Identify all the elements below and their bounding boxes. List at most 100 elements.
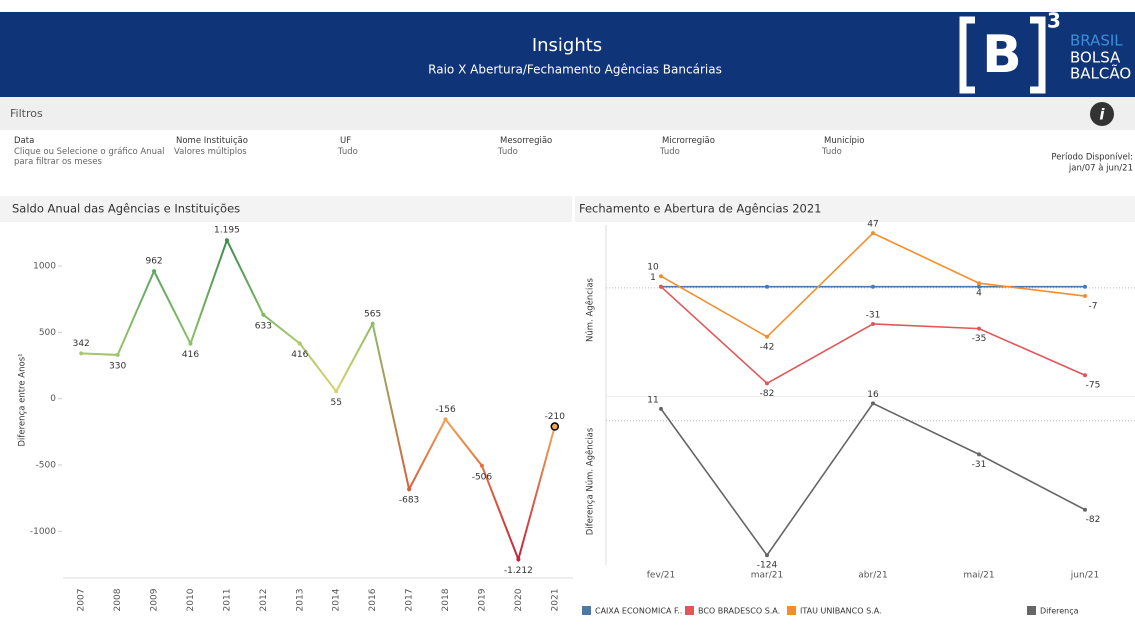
data-label: 565 (364, 309, 381, 319)
brand: BRASIL (1070, 32, 1123, 50)
point (765, 381, 769, 386)
data-label: -82 (1086, 515, 1101, 525)
filter-label: UF (340, 136, 352, 146)
point (871, 401, 875, 406)
y-axis-label: Núm. Agências (585, 277, 596, 342)
data-label: -506 (472, 472, 493, 482)
data-label: 330 (109, 361, 126, 371)
data-label: 4 (976, 289, 982, 299)
x-tick-label: 2013 (295, 589, 305, 612)
data-label: -124 (757, 561, 778, 571)
legend-swatch (685, 606, 694, 615)
line (660, 402, 1086, 557)
x-tick-label: 2009 (150, 588, 160, 611)
point (334, 389, 339, 394)
legend-swatch (787, 606, 796, 615)
filter-bar (0, 97, 1135, 130)
legend-label: ITAU UNIBANCO S.A. (800, 607, 882, 616)
point (977, 452, 981, 457)
x-tick-label: mar/21 (751, 571, 783, 581)
x-tick-label: 2016 (368, 588, 378, 611)
legend-label: BCO BRADESCO S.A. (698, 607, 780, 616)
filter-label: Nome Instituição (176, 136, 248, 146)
data-label: 342 (73, 339, 90, 349)
point (188, 341, 193, 346)
legend-label: Diferença (1040, 607, 1079, 616)
title: Insights (532, 35, 602, 56)
data-label: 416 (291, 350, 308, 360)
data-label: 1 (650, 273, 656, 283)
y-axis-label: Diferença Núm. Agências (585, 427, 596, 535)
y-tick-label: 1000 (33, 262, 56, 272)
x-tick-label: 2019 (477, 588, 487, 611)
point (1083, 507, 1087, 512)
legend-label: CAIXA ECONOMICA F.. (595, 607, 682, 616)
point (977, 281, 981, 286)
x-tick-label: fev/21 (647, 571, 676, 581)
data-label: -156 (435, 405, 456, 415)
data-label: -31 (866, 310, 881, 320)
data-label: -75 (1086, 381, 1101, 391)
data-label: -42 (760, 342, 775, 352)
y-tick-label: 500 (39, 328, 56, 338)
point (765, 334, 769, 339)
point (550, 422, 560, 431)
section-header (0, 196, 572, 222)
data-label: -82 (760, 389, 775, 399)
data-label: 633 (255, 321, 272, 331)
point (765, 553, 769, 558)
x-tick-label: 2012 (259, 589, 269, 612)
point (871, 231, 875, 236)
brand: BALCÃO (1070, 64, 1131, 83)
section-header (575, 196, 1135, 222)
info-icon-text[interactable]: i (1099, 106, 1105, 124)
point (224, 238, 229, 243)
data-label: 55 (330, 398, 341, 408)
data-label: -210 (545, 412, 566, 422)
data-label: 10 (647, 263, 659, 273)
period-label: Período Disponível: (1051, 153, 1133, 163)
line (660, 286, 1086, 385)
x-tick-label: mai/21 (963, 571, 994, 581)
point (659, 406, 663, 411)
subtitle: Raio X Abertura/Fechamento Agências Banc… (428, 63, 722, 77)
data-label: -1.212 (504, 566, 533, 576)
data-label: -683 (399, 496, 419, 506)
point (479, 463, 484, 468)
point (1083, 284, 1087, 289)
x-tick-label: 2017 (405, 589, 415, 612)
filters-title: Filtros (10, 107, 43, 120)
y-tick-label: -500 (36, 460, 57, 470)
point (516, 557, 521, 562)
point (407, 487, 412, 492)
y-tick-label: -1000 (30, 527, 56, 537)
data-label: 962 (145, 257, 162, 267)
filter-value: Valores múltiplos (174, 147, 247, 157)
filter-label: Mesorregião (500, 136, 553, 146)
filter-value: Tudo (822, 147, 842, 157)
point (977, 326, 981, 331)
point (1083, 373, 1087, 378)
data-label: 16 (867, 390, 879, 400)
chart-title: Fechamento e Abertura de Agências 2021 (579, 202, 821, 216)
x-tick-label: 2007 (77, 589, 87, 612)
filter-value: Tudo (338, 147, 358, 157)
point (297, 341, 302, 346)
line (81, 237, 556, 563)
point (1083, 294, 1087, 299)
filter-label: Município (824, 136, 865, 146)
header-bar (0, 12, 1135, 97)
chart-title: Saldo Anual das Agências e Instituições (12, 202, 240, 216)
point (765, 284, 769, 289)
point (152, 269, 157, 274)
info-icon[interactable] (1090, 102, 1114, 126)
point (79, 351, 84, 356)
data-label: 416 (182, 350, 199, 360)
period: jan/07 à jun/21 (1068, 164, 1133, 174)
x-tick-label: 2010 (186, 588, 196, 611)
x-tick-label: abr/21 (858, 571, 887, 581)
data-label: -7 (1089, 302, 1098, 312)
x-tick-label: 2018 (441, 588, 451, 611)
x-tick-label: 2014 (332, 588, 342, 611)
